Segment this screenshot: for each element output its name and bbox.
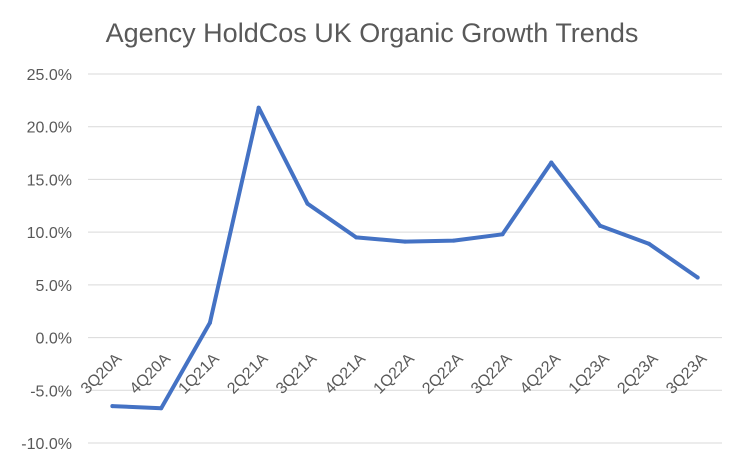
- data-point: [500, 232, 505, 237]
- series-layer: [110, 105, 700, 411]
- data-point: [110, 404, 115, 409]
- data-point: [451, 238, 456, 243]
- y-tick-label: 5.0%: [36, 278, 72, 295]
- y-tick-label: 25.0%: [27, 67, 72, 84]
- data-point: [549, 160, 554, 165]
- y-tick-label: 20.0%: [27, 120, 72, 137]
- chart-title: Agency HoldCos UK Organic Growth Trends: [106, 18, 639, 48]
- y-tick-label: 10.0%: [27, 225, 72, 242]
- data-point: [695, 275, 700, 280]
- y-tick-label: -10.0%: [21, 436, 72, 453]
- data-point: [646, 241, 651, 246]
- data-point: [159, 406, 164, 411]
- data-point: [207, 320, 212, 325]
- data-point: [354, 235, 359, 240]
- data-point: [305, 201, 310, 206]
- y-tick-label: -5.0%: [30, 383, 72, 400]
- data-point: [403, 239, 407, 244]
- y-tick-label: 15.0%: [27, 172, 72, 189]
- data-point: [256, 105, 261, 110]
- data-point: [598, 223, 603, 228]
- y-tick-label: 0.0%: [36, 331, 72, 348]
- gridlines: [88, 73, 722, 444]
- y-axis-tick-labels: -10.0% -5.0% 0.0% 5.0% 10.0% 15.0% 20.0% 25.0%: [21, 67, 72, 453]
